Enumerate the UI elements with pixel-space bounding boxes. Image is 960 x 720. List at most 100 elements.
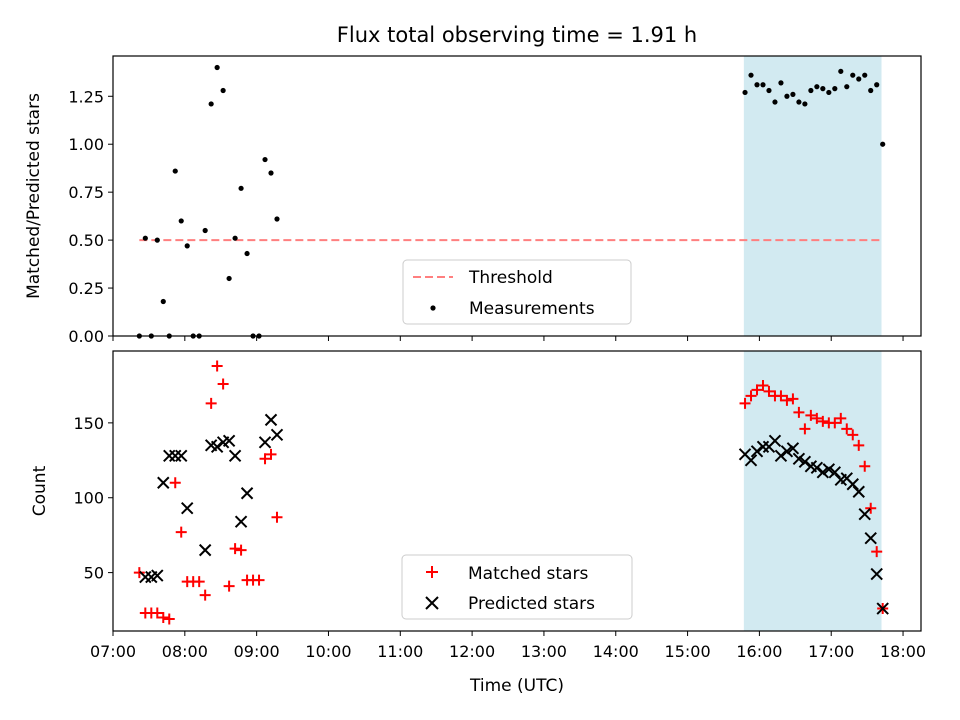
matched-star-point xyxy=(817,415,829,427)
ratio-y-ticks: 0.00 0.25 0.50 0.75 1.00 1.25 xyxy=(68,87,113,346)
measurement-point xyxy=(880,141,886,147)
measurement-point xyxy=(862,72,868,78)
y-tick-label: 0.75 xyxy=(68,183,104,202)
matched-star-point xyxy=(847,429,859,441)
chart-title: Flux total observing time = 1.91 h xyxy=(337,23,697,47)
x-tick-label: 07:00 xyxy=(90,642,136,661)
measurement-point xyxy=(832,86,838,92)
measurement-point xyxy=(796,99,802,105)
x-tick-label: 12:00 xyxy=(449,642,495,661)
predicted-star-point xyxy=(876,602,889,615)
x-tick-label: 17:00 xyxy=(808,642,854,661)
matched-star-point xyxy=(151,607,163,619)
count-y-ticks: 50 100 150 xyxy=(73,414,113,583)
matched-star-point xyxy=(841,423,853,435)
matched-star-point xyxy=(751,384,763,396)
measurement-point xyxy=(142,235,148,241)
measurement-point xyxy=(760,82,766,88)
measurement-point xyxy=(790,91,796,97)
count-panel-frame xyxy=(112,350,922,632)
x-tick-label: 14:00 xyxy=(593,642,639,661)
matched-star-points xyxy=(133,360,889,625)
matched-legend-marker xyxy=(426,566,438,578)
measurement-point xyxy=(172,168,178,174)
predicted-star-point xyxy=(786,442,800,455)
measurement-points xyxy=(136,64,886,339)
matched-star-point xyxy=(805,409,817,421)
y-tick-label: 0.50 xyxy=(68,231,104,250)
matched-legend-label: Matched stars xyxy=(468,564,588,584)
measurement-point xyxy=(274,216,280,222)
matched-star-point xyxy=(757,379,769,391)
measurement-point xyxy=(208,101,214,107)
predicted-star-point xyxy=(846,478,859,491)
predicted-star-point xyxy=(151,569,164,582)
matched-star-point xyxy=(271,511,283,523)
measurement-point xyxy=(820,86,826,92)
predicted-star-point xyxy=(222,434,236,448)
predicted-star-point xyxy=(816,466,830,479)
y-tick-label: 0.00 xyxy=(68,327,104,346)
matched-star-point xyxy=(853,439,865,451)
x-tick-label: 09:00 xyxy=(234,642,280,661)
measurement-point xyxy=(784,93,790,99)
predicted-star-point xyxy=(792,452,806,466)
matched-star-point xyxy=(763,385,775,397)
measurement-point xyxy=(748,72,754,78)
ratio-panel-frame xyxy=(112,55,922,337)
predicted-star-point xyxy=(228,449,242,463)
ratio-y-axis-label: Matched/Predicted stars xyxy=(24,93,44,299)
measurements-legend-label: Measurements xyxy=(469,299,595,319)
matched-star-point xyxy=(739,397,751,409)
measurement-point xyxy=(232,235,238,241)
measurement-point xyxy=(238,185,244,191)
matched-star-point xyxy=(793,406,805,418)
measurement-point xyxy=(826,89,832,96)
measurement-point xyxy=(262,156,268,163)
matched-star-point xyxy=(253,574,265,586)
x-tick-label: 15:00 xyxy=(665,642,711,661)
matched-star-point xyxy=(787,393,799,405)
measurement-point xyxy=(766,87,772,94)
matched-star-point xyxy=(163,613,175,625)
predicted-star-point xyxy=(810,461,824,474)
matched-star-point xyxy=(199,589,211,601)
predicted-star-point xyxy=(774,449,788,463)
predicted-star-point xyxy=(864,531,877,545)
matched-star-point xyxy=(865,502,877,514)
matched-star-point xyxy=(193,576,205,588)
x-tick-label: 08:00 xyxy=(162,642,208,661)
predicted-star-point xyxy=(139,570,152,584)
measurement-point xyxy=(754,82,760,88)
measurement-point xyxy=(850,72,856,78)
measurement-point xyxy=(838,68,844,74)
matched-star-point xyxy=(259,453,271,465)
predicted-star-point xyxy=(198,543,212,557)
predicted-star-point xyxy=(750,445,764,458)
measurement-point xyxy=(802,101,808,107)
measurement-point xyxy=(214,64,220,71)
measurement-point xyxy=(220,87,226,94)
matched-star-point xyxy=(829,417,841,429)
measurement-point xyxy=(808,87,814,94)
ratio-panel: 0.00 0.25 0.50 0.75 1.00 1.25 Matched/Predict… xyxy=(24,55,922,346)
count-y-axis-label: Count xyxy=(30,465,50,516)
y-tick-label: 1.25 xyxy=(68,87,104,106)
y-tick-label: 0.25 xyxy=(68,279,104,298)
measurement-point xyxy=(244,250,250,257)
predicted-star-point xyxy=(258,436,272,449)
observing-window-span-top xyxy=(743,56,882,336)
predicted-star-point xyxy=(870,567,883,581)
predicted-legend-label: Predicted stars xyxy=(468,594,595,614)
x-tick-label: 10:00 xyxy=(305,642,351,661)
matched-star-point xyxy=(265,448,277,460)
measurement-point xyxy=(268,170,274,176)
predicted-star-point xyxy=(828,466,842,479)
matched-star-point xyxy=(859,460,871,472)
y-tick-label: 1.00 xyxy=(68,135,104,154)
matched-star-point xyxy=(217,378,229,390)
measurement-point xyxy=(856,76,862,82)
matched-star-point xyxy=(211,360,223,372)
predicted-star-point xyxy=(157,476,170,489)
count-panel: 50 100 150 07:00 08:00 09:00 10:00 11:00 12:00 1… xyxy=(30,350,926,696)
